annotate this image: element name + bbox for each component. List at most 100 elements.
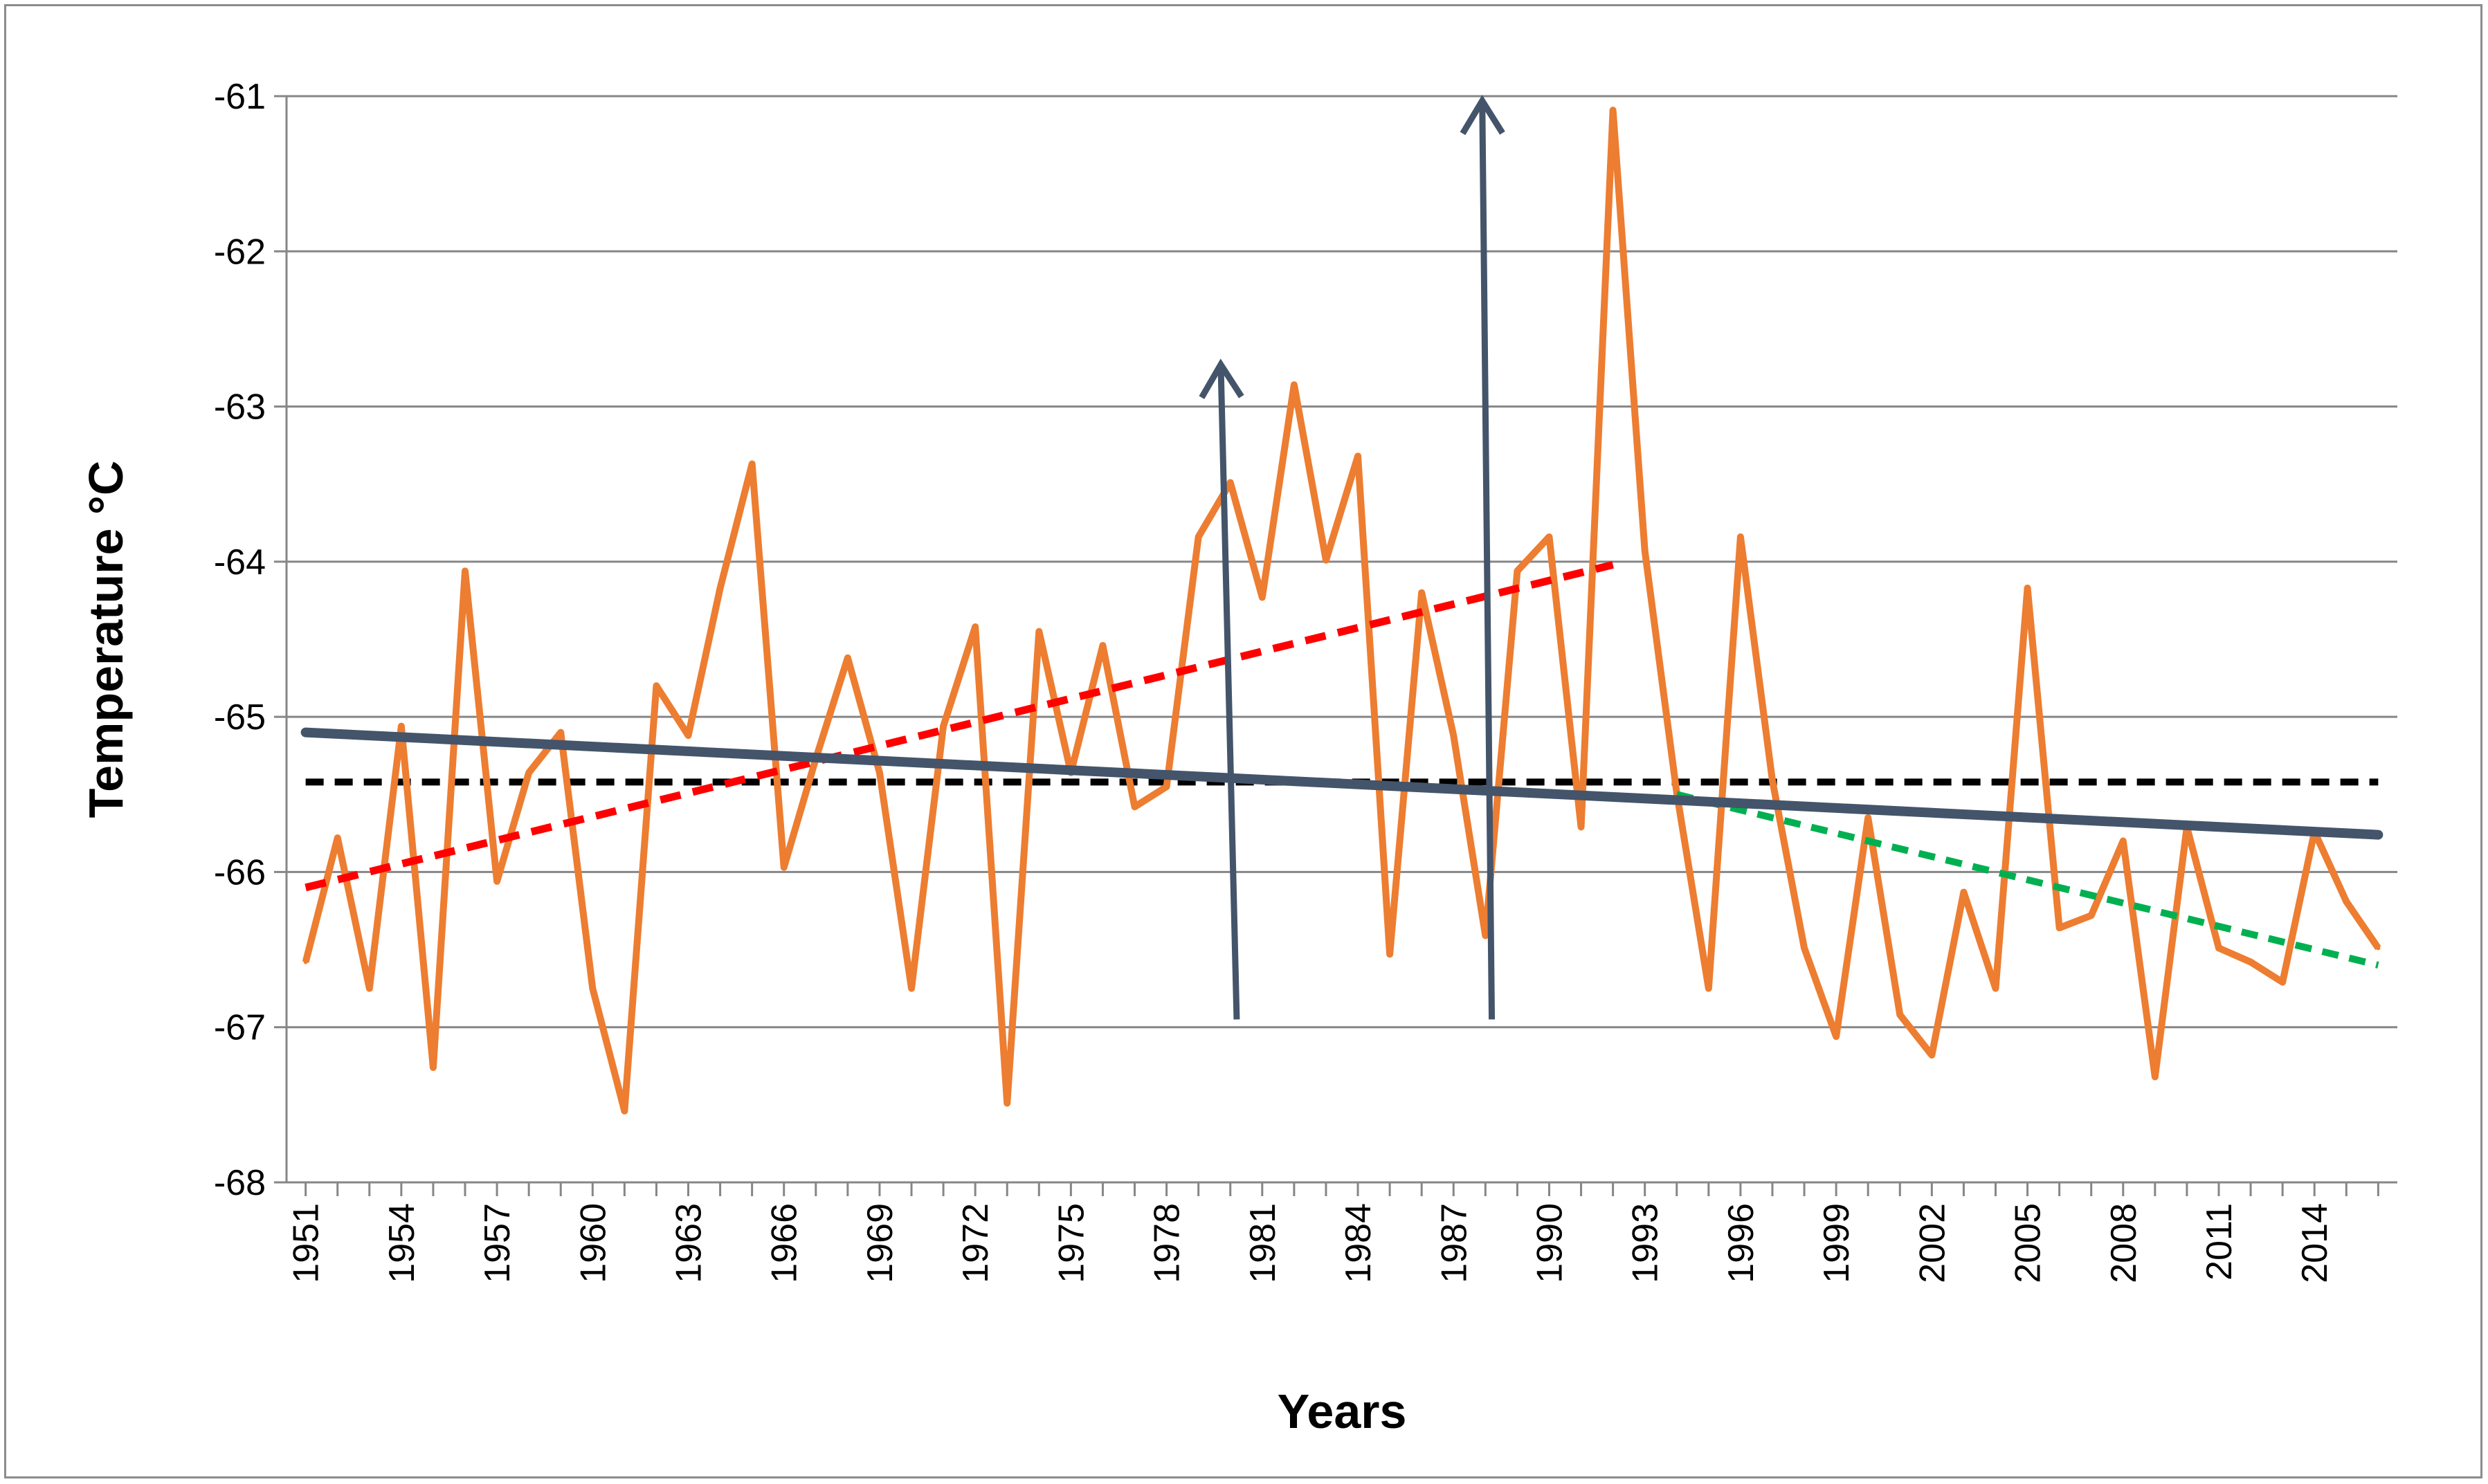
data-point <box>1419 590 1424 595</box>
data-point <box>1196 534 1201 539</box>
data-point <box>430 1065 435 1070</box>
change-point-arrow-shaft <box>1217 364 1240 1020</box>
x-tick-label: 1990 <box>1529 1203 1570 1283</box>
x-tick-label: 1960 <box>573 1203 613 1283</box>
data-point <box>1866 815 1871 820</box>
data-point <box>1802 946 1807 951</box>
data-point <box>1547 534 1552 539</box>
data-point <box>686 733 691 738</box>
data-point <box>1228 480 1233 485</box>
data-point <box>1706 986 1711 991</box>
x-tick-label: 2014 <box>2295 1203 2335 1283</box>
x-tick-label: 1972 <box>956 1203 996 1283</box>
overall-trend-line <box>300 727 2383 840</box>
y-axis-title: Temperature °C <box>79 461 133 818</box>
y-tick-label: -68 <box>214 1163 266 1203</box>
trend-1993-2016 <box>1676 791 2379 969</box>
data-point <box>559 730 563 735</box>
y-tick-label: -62 <box>214 232 266 272</box>
data-point <box>1834 1034 1839 1039</box>
data-point <box>941 724 946 729</box>
data-point <box>2057 926 2062 931</box>
x-tick-label: 1957 <box>478 1203 518 1283</box>
data-point <box>1132 805 1137 809</box>
data-point <box>590 986 595 991</box>
x-tick-label: 2002 <box>1912 1203 1952 1283</box>
x-tick-label: 1966 <box>765 1203 805 1283</box>
x-tick-label: 1954 <box>382 1203 422 1283</box>
data-point <box>1323 558 1328 562</box>
data-point <box>1738 534 1743 539</box>
data-point <box>1451 733 1456 738</box>
data-point <box>2025 585 2030 590</box>
temperature-line <box>302 107 2381 1115</box>
x-tick-label: 1975 <box>1051 1203 1091 1283</box>
data-point <box>845 655 850 660</box>
axes <box>274 95 2397 1196</box>
x-tick-labels: 1951 1954 1957 1960 1963 1966 1969 1972 1975 1978… <box>287 1203 2336 1283</box>
data-point <box>1898 1012 1903 1017</box>
data-point <box>1610 108 1615 113</box>
data-point <box>1260 595 1264 600</box>
data-point <box>1291 383 1296 387</box>
data-point <box>1005 1101 1010 1106</box>
data-point <box>1929 1053 1934 1058</box>
data-point <box>1356 454 1361 459</box>
data-point <box>718 585 723 590</box>
y-tick-labels: -61 -62 -63 -64 -65 -66 -67 -68 <box>214 77 266 1203</box>
x-tick-label: 1984 <box>1338 1203 1379 1283</box>
data-point <box>495 879 500 883</box>
trend-1951-1992 <box>305 561 1614 892</box>
data-point <box>1642 549 1647 553</box>
series-layer <box>300 95 2383 1115</box>
temperature-chart: -61 -62 -63 -64 -65 -66 -67 -68 1951 1954 1957 196… <box>79 77 2397 1438</box>
data-point <box>335 836 340 841</box>
chart-frame: -61 -62 -63 -64 -65 -66 -67 -68 1951 1954 1957 196… <box>4 4 2482 1478</box>
data-point <box>1037 629 1042 634</box>
gridlines <box>287 95 2397 1184</box>
data-point <box>1579 825 1583 830</box>
data-point <box>877 770 882 775</box>
data-point <box>2249 960 2253 964</box>
x-tick-label: 1987 <box>1434 1203 1474 1283</box>
y-tick-label: -61 <box>214 77 266 117</box>
y-tick-label: -66 <box>214 852 266 892</box>
data-point <box>1388 952 1392 957</box>
data-point <box>527 770 532 775</box>
data-point <box>2089 913 2094 918</box>
data-point <box>2152 1074 2157 1079</box>
data-point <box>2216 946 2221 951</box>
change-point-arrow-shaft <box>1479 100 1496 1020</box>
data-point <box>2344 899 2349 904</box>
x-tick-label: 2008 <box>2104 1203 2144 1283</box>
change-point-arrow-head <box>1199 358 1244 399</box>
data-point <box>909 986 914 991</box>
x-tick-label: 1993 <box>1626 1203 1666 1283</box>
data-point <box>1770 778 1774 783</box>
data-point <box>622 1108 627 1113</box>
data-point <box>303 960 308 964</box>
x-tick-label: 1999 <box>1817 1203 1857 1283</box>
data-point <box>1515 569 1520 574</box>
data-point <box>654 684 659 688</box>
data-point <box>2376 946 2381 951</box>
x-axis-title: Years <box>1278 1384 1407 1438</box>
data-point <box>1164 785 1169 789</box>
change-point-arrow-head <box>1460 95 1505 136</box>
x-tick-label: 1981 <box>1243 1203 1283 1283</box>
data-point <box>463 569 468 574</box>
data-point <box>750 461 754 466</box>
y-tick-label: -64 <box>214 542 266 583</box>
data-point <box>1483 933 1488 938</box>
x-tick-label: 2011 <box>2199 1203 2240 1281</box>
x-tick-label: 1951 <box>287 1203 327 1283</box>
x-tick-label: 1996 <box>1721 1203 1761 1283</box>
data-point <box>2280 980 2285 984</box>
x-tick-label: 1969 <box>860 1203 900 1283</box>
data-point <box>781 865 786 870</box>
data-point <box>1100 643 1105 648</box>
data-point <box>367 986 372 991</box>
y-tick-label: -67 <box>214 1008 266 1048</box>
x-tick-label: 1963 <box>669 1203 709 1283</box>
data-point <box>973 625 978 630</box>
